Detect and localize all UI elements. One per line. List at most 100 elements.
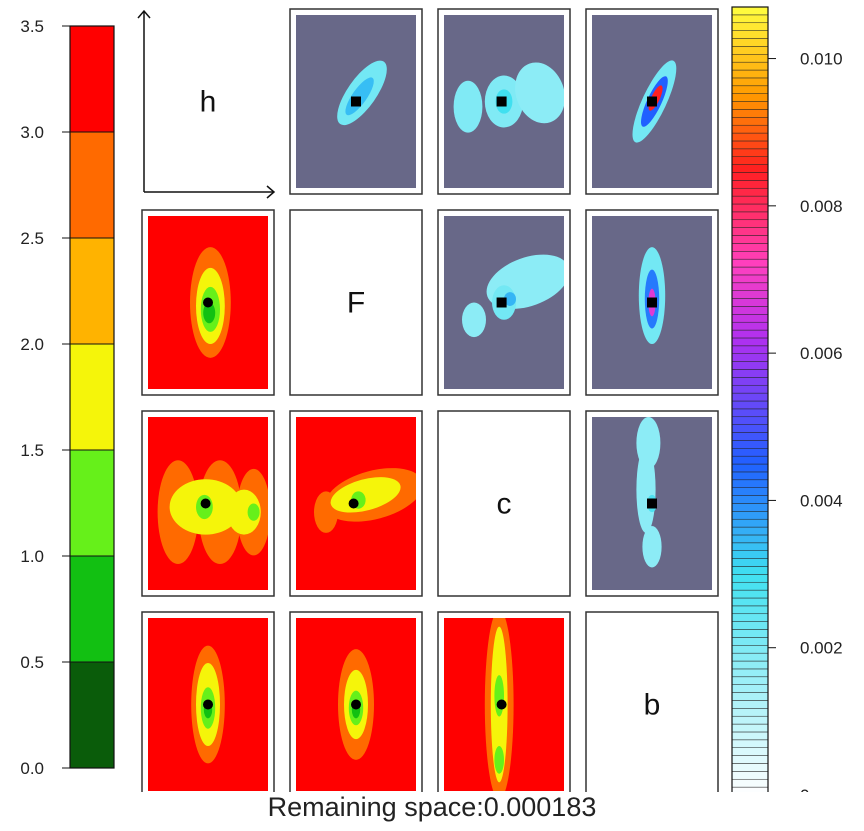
right-colorbar-stripe [731, 755, 769, 764]
right-colorbar-stripe [731, 392, 769, 402]
left-colorbar-bin-3 [69, 343, 115, 451]
panel-r3-c2 [437, 611, 571, 792]
panel-r0-c2 [437, 8, 571, 195]
right-colorbar-stripe [731, 361, 769, 370]
density-contour [247, 503, 260, 521]
diagonal-panel-h: h [137, 9, 276, 199]
panel-r1-c3 [585, 209, 719, 396]
left-tick-label: 1.0 [20, 547, 44, 566]
right-colorbar-stripe [731, 574, 769, 583]
panel-r1-c0 [141, 209, 275, 396]
panel-r0-c1 [289, 8, 423, 195]
right-colorbar-stripe [731, 771, 769, 780]
right-colorbar-stripe [731, 589, 769, 599]
left-colorbar-bin-2 [69, 449, 115, 557]
right-colorbar-frame [731, 6, 769, 792]
left-colorbar-bin-5 [69, 131, 115, 239]
mode-marker [647, 96, 657, 107]
diagonal-panel-F: F [289, 209, 423, 396]
right-colorbar: 0 0.002 0.004 0.006 0.008 0.010 [731, 6, 843, 792]
right-colorbar-stripe [731, 14, 769, 24]
right-colorbar-stripe [731, 723, 769, 733]
right-colorbar-stripe [731, 605, 769, 615]
right-colorbar-stripe [731, 85, 769, 94]
right-colorbar-stripe [731, 203, 769, 213]
right-colorbar-stripe [731, 503, 769, 512]
right-colorbar-stripe [731, 471, 769, 481]
right-colorbar-stripe [731, 432, 769, 441]
right-colorbar-stripe [731, 384, 769, 394]
right-colorbar-stripe [731, 337, 769, 347]
variable-label-b: b [644, 689, 661, 722]
right-colorbar-stripe [731, 747, 769, 756]
right-colorbar-stripe [731, 274, 769, 284]
right-colorbar-stripe [731, 518, 769, 528]
panel-r0-c3 [585, 8, 719, 195]
right-colorbar-stripe [731, 684, 769, 693]
right-colorbar-stripe [731, 455, 769, 465]
right-colorbar-stripe [731, 448, 769, 457]
right-tick-label: 0.002 [800, 639, 843, 658]
right-colorbar-stripe [731, 345, 769, 354]
right-colorbar-stripe [731, 140, 769, 150]
right-colorbar-stripe [731, 369, 769, 378]
right-tick-label: 0.004 [800, 491, 843, 510]
right-colorbar-stripe [731, 715, 769, 725]
panel-density [638, 247, 666, 345]
right-colorbar-stripe [731, 148, 769, 157]
mode-marker [496, 699, 507, 710]
right-colorbar-stripe [731, 6, 769, 16]
right-colorbar-stripe [731, 117, 769, 126]
right-tick-label: 0.006 [800, 344, 843, 363]
right-colorbar-stripe [731, 132, 769, 142]
panel-density [157, 460, 268, 565]
pairwise-heatmap-figure: 0.0 0.5 1.0 1.5 2.0 2.5 3.0 3.5 0 0.002 0.004 0.006… [20, 6, 843, 792]
left-tick-label: 3.5 [20, 17, 44, 36]
left-colorbar-frame [69, 25, 115, 769]
left-colorbar-bin-0 [69, 661, 115, 769]
right-colorbar-stripe [731, 266, 769, 276]
variable-label-c: c [497, 488, 512, 521]
density-contour [453, 80, 483, 133]
density-contour [203, 302, 216, 324]
density-contour [330, 477, 401, 513]
mode-marker [496, 96, 507, 107]
left-tick-label: 3.0 [20, 123, 44, 142]
density-contour [462, 302, 486, 338]
right-colorbar-stripe [731, 38, 769, 47]
panel-frame [585, 611, 719, 792]
right-colorbar-stripe [731, 61, 769, 71]
panel-frame [289, 209, 423, 396]
right-colorbar-stripe [731, 314, 769, 323]
right-colorbar-stripe [731, 22, 769, 31]
right-colorbar-stripe [731, 731, 769, 741]
right-colorbar-stripe [731, 542, 769, 551]
right-colorbar-stripe [731, 550, 769, 559]
mode-marker [351, 96, 361, 107]
right-colorbar-stripe [731, 251, 769, 260]
left-tick-label: 1.5 [20, 441, 44, 460]
right-colorbar-stripe [731, 30, 769, 39]
density-contour [504, 292, 516, 306]
right-colorbar-stripe [731, 487, 769, 496]
right-tick-label: 0 [800, 786, 809, 792]
left-colorbar-bin-6 [69, 25, 115, 133]
right-colorbar-stripe [731, 676, 769, 685]
right-colorbar-stripe [731, 763, 769, 772]
right-colorbar-stripe [731, 321, 769, 331]
right-colorbar-stripe [731, 566, 769, 575]
left-tick-label: 2.0 [20, 335, 44, 354]
right-colorbar-stripe [731, 69, 769, 79]
mode-marker [351, 699, 361, 710]
panel-r1-c2 [437, 209, 571, 396]
right-colorbar-stripe [731, 54, 769, 63]
right-colorbar-stripe [731, 377, 769, 386]
right-colorbar-stripe [731, 195, 769, 205]
right-colorbar-stripe [731, 353, 769, 362]
right-colorbar-stripe [731, 700, 769, 709]
panel-r2-c0 [141, 410, 275, 597]
right-colorbar-stripe [731, 408, 769, 418]
right-colorbar-stripe [731, 645, 769, 654]
variable-label-F: F [347, 287, 365, 320]
x-axis-arrowhead [266, 185, 276, 199]
